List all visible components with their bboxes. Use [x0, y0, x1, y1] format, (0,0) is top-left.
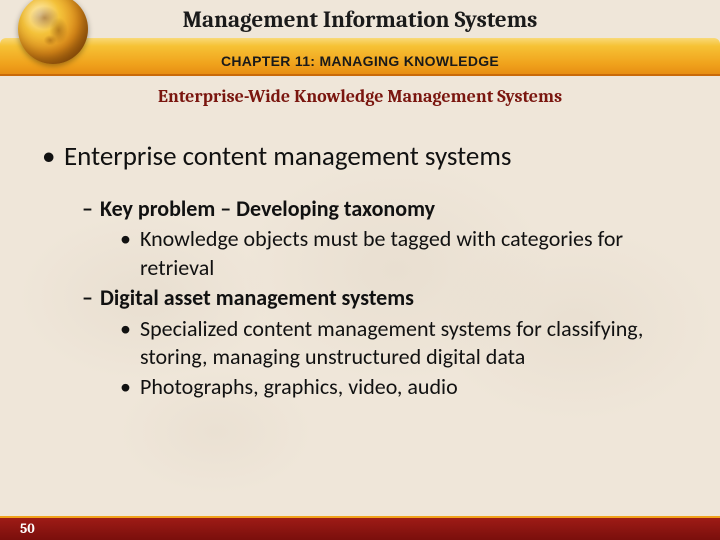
- slide: Management Information Systems CHAPTER 1…: [0, 0, 720, 540]
- bullet-level3-text: Specialized content management systems f…: [140, 315, 643, 371]
- bullet-level3: Knowledge objects must be tagged with ca…: [120, 225, 690, 282]
- chapter-label: CHAPTER 11: MANAGING KNOWLEDGE: [0, 46, 720, 76]
- bullet-level3: Photographs, graphics, video, audio: [120, 373, 690, 402]
- slide-title: Management Information Systems: [0, 6, 720, 33]
- bullet-dot-icon: •: [42, 140, 64, 173]
- bullet-level3-text: Knowledge objects must be tagged with ca…: [140, 225, 623, 281]
- dash-icon: –: [82, 195, 100, 223]
- bullet-level2-text: Key problem – Developing taxonomy: [100, 195, 435, 222]
- bullet-level2-text: Digital asset management systems: [100, 284, 414, 311]
- content-area: •Enterprise content management systems –…: [42, 140, 690, 402]
- page-number: 50: [20, 520, 35, 537]
- bullet-level3: Specialized content management systems f…: [120, 315, 690, 372]
- bullet-level1-text: Enterprise content management systems: [64, 140, 512, 173]
- section-heading: Enterprise-Wide Knowledge Management Sys…: [0, 86, 720, 107]
- bullet-level2: –Digital asset management systems: [82, 284, 690, 312]
- dash-icon: –: [82, 284, 100, 312]
- bullet-level2: –Key problem – Developing taxonomy: [82, 195, 690, 223]
- bullet-level1: •Enterprise content management systems: [42, 140, 690, 173]
- footer-bar: [0, 516, 720, 540]
- bullet-level3-text: Photographs, graphics, video, audio: [140, 373, 458, 400]
